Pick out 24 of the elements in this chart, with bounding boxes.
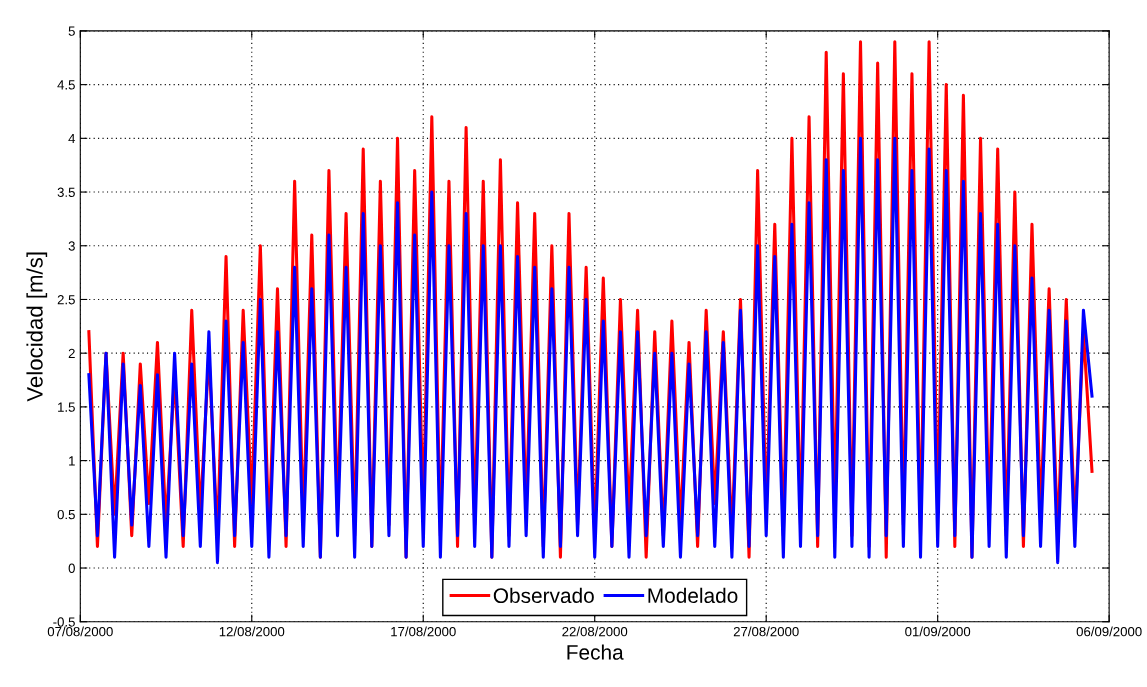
legend-label: Observado: [493, 587, 594, 604]
y-tick-label: 0: [68, 563, 75, 573]
x-tick-label: 22/08/2000: [562, 626, 628, 637]
y-tick-label: 2: [68, 348, 75, 358]
y-tick-label: 4: [68, 134, 76, 144]
y-tick-label: -0.5: [53, 617, 75, 627]
y-tick-label: 3: [68, 241, 75, 251]
y-tick-label: 2.5: [57, 295, 75, 305]
y-tick-label: 5: [68, 26, 75, 36]
x-tick-label: 01/09/2000: [905, 626, 971, 637]
line-series: [87, 136, 1094, 565]
y-tick-label: 1: [69, 456, 75, 466]
y-tick-label: 1.5: [58, 402, 75, 412]
y-tick-label: 0.5: [57, 509, 75, 520]
x-tick-label: 12/08/2000: [219, 626, 285, 637]
legend-label: Modelado: [648, 587, 738, 604]
x-tick-label: 17/08/2000: [391, 626, 456, 637]
x-tick-label: 07/08/2000: [47, 626, 113, 637]
x-tick-label: 27/08/2000: [733, 626, 799, 637]
x-tick-label: 06/09/2000: [1076, 626, 1142, 637]
x-axis-title: Fecha: [567, 644, 624, 660]
y-tick-label: 4.5: [57, 80, 75, 90]
y-axis-title: Velocidad [m/s]: [26, 252, 48, 402]
y-tick-label: 3.5: [57, 187, 75, 197]
